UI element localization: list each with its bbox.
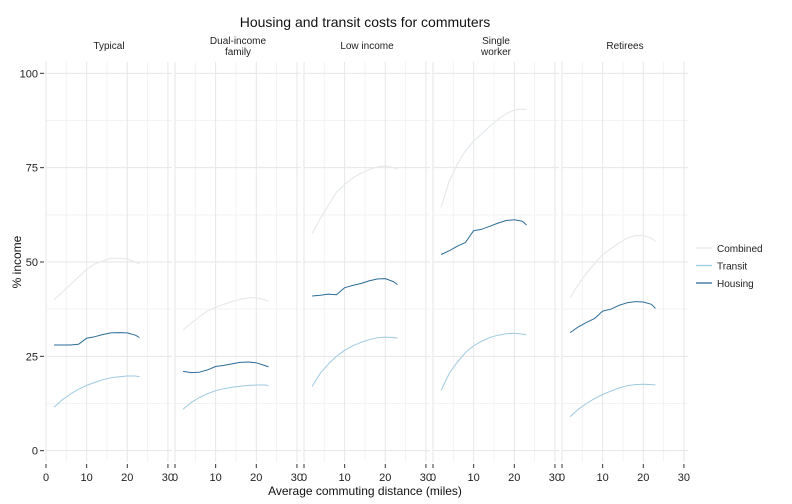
y-tick-label: 50: [26, 257, 38, 269]
x-tick-label: 0: [172, 472, 178, 484]
facet-title: Retirees: [606, 41, 643, 52]
legend-label: Combined: [717, 244, 763, 255]
facet-title: Low income: [340, 41, 394, 52]
series-line-combined: [182, 297, 269, 331]
x-tick-label: 0: [301, 472, 307, 484]
x-tick-label: 20: [637, 472, 649, 484]
x-tick-label: 20: [508, 472, 520, 484]
legend-item-transit: Transit: [696, 262, 747, 273]
facet-title-line: worker: [480, 47, 512, 58]
x-tick-label: 10: [339, 472, 351, 484]
x-tick-label: 20: [379, 472, 391, 484]
x-tick-label: 20: [250, 472, 262, 484]
legend-item-combined: Combined: [696, 244, 763, 255]
x-tick-label: 0: [559, 472, 565, 484]
facet-title-line: Single: [482, 36, 510, 47]
x-tick-label: 0: [430, 472, 436, 484]
x-tick-label: 30: [162, 472, 174, 484]
y-tick-label: 100: [20, 68, 38, 80]
series-line-transit: [53, 375, 140, 408]
facet-title-line: Retirees: [606, 41, 643, 52]
y-tick-label: 75: [26, 163, 38, 175]
facet-panel: Low income 0 10 20 30: [301, 41, 432, 484]
series-line-housing: [569, 301, 656, 334]
legend-item-housing: Housing: [696, 279, 754, 290]
x-tick-label: 30: [549, 472, 561, 484]
facet-title-line: Typical: [93, 41, 124, 52]
series-line-transit: [569, 383, 656, 418]
series-line-housing: [440, 219, 527, 255]
facet-title-line: Low income: [340, 41, 394, 52]
y-axis-title: % income: [10, 235, 24, 288]
facet-title-line: Dual-income: [210, 36, 267, 47]
x-tick-label: 30: [420, 472, 432, 484]
series-line-housing: [54, 332, 140, 346]
chart-legend: Combined Transit Housing: [696, 244, 763, 290]
chart-title: Housing and transit costs for commuters: [240, 14, 491, 30]
x-tick-label: 10: [468, 472, 480, 484]
series-line-combined: [440, 108, 527, 208]
x-tick-label: 10: [597, 472, 609, 484]
y-tick-label: 25: [26, 351, 38, 363]
facet-panel: Typical 0 10 20 30 0 25 50 75 100: [20, 41, 174, 484]
series-line-transit: [311, 336, 398, 387]
facet-panel: Retirees 0 10 20 30: [559, 41, 690, 484]
x-tick-label: 0: [43, 472, 49, 484]
facet-title: Typical: [93, 41, 124, 52]
series-line-combined: [569, 235, 656, 299]
y-tick-label: 0: [32, 446, 38, 458]
facet-title-line: family: [225, 47, 251, 58]
x-tick-label: 10: [210, 472, 222, 484]
series-line-combined: [53, 257, 140, 301]
facet-panel: Dual-income family 0 10 20 30: [172, 36, 303, 484]
x-axis-title: Average commuting distance (miles): [268, 484, 462, 498]
facet-title: Single worker: [480, 36, 512, 58]
x-tick-label: 30: [291, 472, 303, 484]
x-tick-label: 10: [81, 472, 93, 484]
series-line-combined: [311, 165, 398, 234]
series-line-transit: [182, 384, 269, 410]
series-line-housing: [183, 361, 269, 374]
series-line-housing: [312, 278, 398, 297]
x-tick-label: 20: [121, 472, 133, 484]
legend-label: Housing: [717, 279, 754, 290]
series-line-transit: [440, 332, 527, 391]
facet-panel: Single worker 0 10 20 30: [430, 36, 561, 484]
legend-label: Transit: [717, 262, 747, 273]
facet-title: Dual-income family: [210, 36, 267, 58]
x-tick-label: 30: [678, 472, 690, 484]
